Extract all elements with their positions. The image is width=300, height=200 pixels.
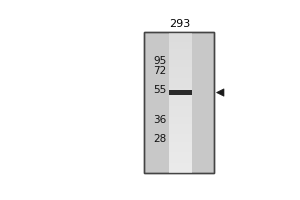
- Bar: [169, 49, 192, 53]
- Text: 72: 72: [153, 66, 167, 76]
- Bar: [169, 46, 192, 49]
- Text: 293: 293: [169, 19, 190, 29]
- Bar: [169, 39, 192, 42]
- Bar: [169, 138, 192, 142]
- Text: 55: 55: [153, 85, 167, 95]
- Bar: [169, 152, 192, 156]
- Bar: [169, 64, 192, 67]
- Bar: [169, 145, 192, 149]
- Bar: [169, 117, 192, 120]
- Bar: [169, 35, 192, 39]
- Bar: [169, 159, 192, 163]
- Bar: [169, 90, 192, 95]
- Bar: [169, 95, 192, 99]
- Bar: [169, 142, 192, 145]
- Bar: [169, 134, 192, 138]
- Bar: [169, 103, 192, 106]
- Polygon shape: [217, 89, 224, 96]
- Bar: [169, 42, 192, 46]
- Bar: [145, 32, 214, 173]
- Bar: [169, 163, 192, 166]
- Bar: [169, 60, 192, 64]
- Bar: [169, 131, 192, 134]
- Text: 28: 28: [153, 134, 167, 144]
- Bar: [169, 156, 192, 159]
- Bar: [169, 56, 192, 60]
- Bar: [169, 127, 192, 131]
- Bar: [169, 124, 192, 127]
- Bar: [169, 32, 192, 35]
- Bar: [169, 53, 192, 56]
- Bar: [169, 71, 192, 74]
- Bar: [169, 166, 192, 170]
- Bar: [169, 120, 192, 124]
- Bar: [169, 88, 192, 92]
- Bar: [169, 74, 192, 78]
- Bar: [169, 78, 192, 81]
- Bar: [169, 99, 192, 103]
- Bar: [169, 113, 192, 117]
- Text: 95: 95: [153, 56, 167, 66]
- Bar: [169, 170, 192, 173]
- Bar: [169, 67, 192, 71]
- Bar: [169, 85, 192, 88]
- Bar: [169, 106, 192, 110]
- Bar: [169, 92, 192, 95]
- Bar: [145, 32, 214, 173]
- Bar: [169, 110, 192, 113]
- Text: 36: 36: [153, 115, 167, 125]
- Bar: [169, 81, 192, 85]
- Bar: [169, 149, 192, 152]
